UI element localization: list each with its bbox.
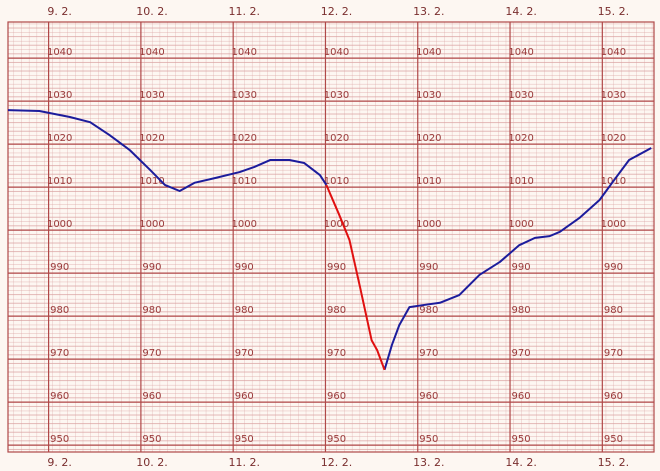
pressure-line bbox=[7, 109, 652, 371]
y-tick-label: 1000 bbox=[139, 219, 164, 230]
y-tick-label: 1020 bbox=[416, 133, 441, 144]
y-tick-label: 970 bbox=[142, 348, 161, 359]
y-tick-label: 1040 bbox=[139, 47, 164, 58]
x-tick-label: 9. 2. bbox=[47, 5, 72, 18]
y-tick-label: 970 bbox=[50, 348, 69, 359]
y-tick-label: 1000 bbox=[232, 219, 257, 230]
y-tick-label: 1010 bbox=[416, 176, 441, 187]
y-tick-label: 1000 bbox=[416, 219, 441, 230]
x-tick-label: 9. 2. bbox=[47, 456, 72, 469]
minor-grid-area bbox=[8, 22, 654, 452]
y-tick-label: 1030 bbox=[416, 90, 441, 101]
y-tick-label: 950 bbox=[419, 434, 438, 445]
x-tick-label: 15. 2. bbox=[598, 5, 630, 18]
y-tick-label: 1030 bbox=[232, 90, 257, 101]
y-tick-label: 1020 bbox=[232, 133, 257, 144]
x-tick-label: 14. 2. bbox=[505, 5, 537, 18]
x-tick-label: 13. 2. bbox=[413, 5, 445, 18]
y-tick-label: 1020 bbox=[508, 133, 533, 144]
y-tick-label: 950 bbox=[327, 434, 346, 445]
x-tick-label: 10. 2. bbox=[136, 5, 168, 18]
y-tick-label: 980 bbox=[50, 305, 69, 316]
y-tick-label: 970 bbox=[512, 348, 531, 359]
y-tick-label: 960 bbox=[142, 391, 161, 402]
x-tick-label: 11. 2. bbox=[229, 456, 261, 469]
pressure-line bbox=[325, 184, 386, 371]
y-tick-label: 990 bbox=[327, 262, 346, 273]
y-tick-label: 980 bbox=[235, 305, 254, 316]
y-tick-label: 1010 bbox=[232, 176, 257, 187]
y-tick-label: 980 bbox=[419, 305, 438, 316]
y-tick-label: 990 bbox=[50, 262, 69, 273]
x-tick-label: 10. 2. bbox=[136, 456, 168, 469]
y-tick-label: 1030 bbox=[139, 90, 164, 101]
y-tick-label: 1000 bbox=[508, 219, 533, 230]
x-tick-label: 12. 2. bbox=[321, 5, 353, 18]
plot-frame bbox=[7, 21, 655, 453]
y-tick-label: 1010 bbox=[324, 176, 349, 187]
x-tick-label: 14. 2. bbox=[505, 456, 537, 469]
y-tick-label: 980 bbox=[604, 305, 623, 316]
y-tick-label: 1030 bbox=[47, 90, 72, 101]
y-tick-label: 960 bbox=[327, 391, 346, 402]
y-tick-label: 990 bbox=[235, 262, 254, 273]
y-tick-label: 1040 bbox=[232, 47, 257, 58]
x-tick-label: 11. 2. bbox=[229, 5, 261, 18]
y-tick-label: 980 bbox=[512, 305, 531, 316]
y-tick-label: 970 bbox=[419, 348, 438, 359]
y-tick-label: 970 bbox=[604, 348, 623, 359]
y-tick-label: 1030 bbox=[601, 90, 626, 101]
y-tick-label: 1040 bbox=[508, 47, 533, 58]
y-tick-label: 1000 bbox=[601, 219, 626, 230]
y-tick-label: 1020 bbox=[324, 133, 349, 144]
y-tick-label: 990 bbox=[604, 262, 623, 273]
y-tick-label: 950 bbox=[512, 434, 531, 445]
y-tick-label: 950 bbox=[142, 434, 161, 445]
y-tick-label: 950 bbox=[235, 434, 254, 445]
x-tick-label: 15. 2. bbox=[598, 456, 630, 469]
y-tick-label: 1000 bbox=[324, 219, 349, 230]
y-tick-label: 990 bbox=[142, 262, 161, 273]
y-tick-label: 950 bbox=[604, 434, 623, 445]
y-tick-label: 980 bbox=[327, 305, 346, 316]
y-tick-label: 1020 bbox=[47, 133, 72, 144]
y-tick-label: 1040 bbox=[601, 47, 626, 58]
y-tick-label: 960 bbox=[50, 391, 69, 402]
y-tick-label: 980 bbox=[142, 305, 161, 316]
x-tick-label: 13. 2. bbox=[413, 456, 445, 469]
y-tick-label: 990 bbox=[512, 262, 531, 273]
y-tick-label: 1040 bbox=[47, 47, 72, 58]
y-tick-label: 960 bbox=[419, 391, 438, 402]
y-tick-label: 960 bbox=[604, 391, 623, 402]
y-tick-label: 1030 bbox=[324, 90, 349, 101]
y-tick-label: 1020 bbox=[139, 133, 164, 144]
y-tick-label: 970 bbox=[235, 348, 254, 359]
y-tick-label: 1020 bbox=[601, 133, 626, 144]
y-tick-label: 1030 bbox=[508, 90, 533, 101]
y-tick-label: 950 bbox=[50, 434, 69, 445]
y-tick-label: 1010 bbox=[47, 176, 72, 187]
y-tick-label: 1010 bbox=[508, 176, 533, 187]
y-tick-label: 960 bbox=[512, 391, 531, 402]
x-tick-label: 12. 2. bbox=[321, 456, 353, 469]
y-tick-label: 1000 bbox=[47, 219, 72, 230]
y-tick-label: 1040 bbox=[416, 47, 441, 58]
y-tick-label: 960 bbox=[235, 391, 254, 402]
y-tick-label: 970 bbox=[327, 348, 346, 359]
y-tick-label: 1040 bbox=[324, 47, 349, 58]
y-tick-label: 990 bbox=[419, 262, 438, 273]
y-tick-label: 1010 bbox=[139, 176, 164, 187]
